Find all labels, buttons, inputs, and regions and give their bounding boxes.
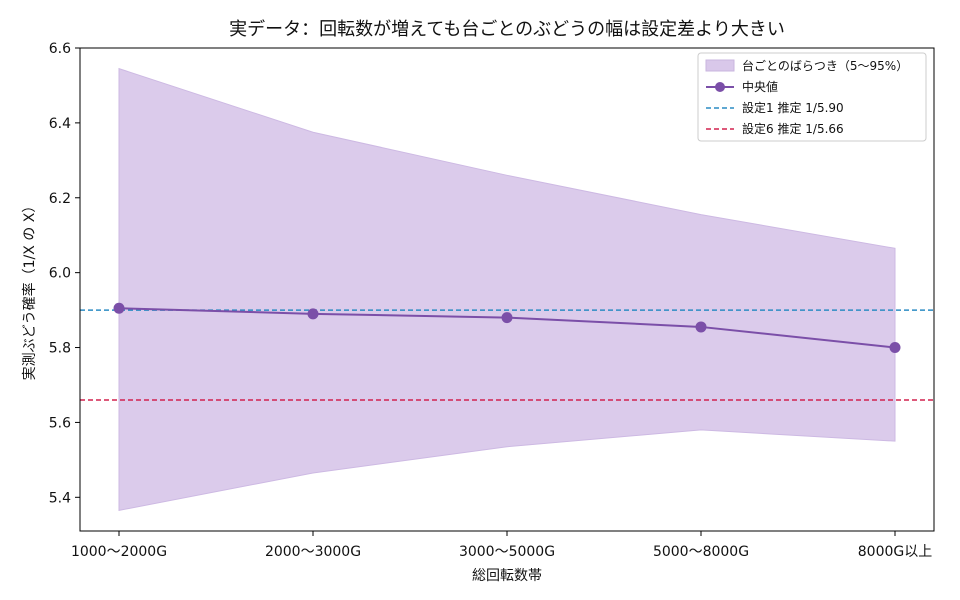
median-point-5 — [889, 342, 901, 354]
x-tick-label: 2000〜3000G — [265, 544, 361, 560]
legend-box — [697, 52, 927, 142]
chart-title: 実データ：回転数が増えても台ごとのぶどうの幅は設定差より大きい — [229, 19, 785, 40]
series-layer — [113, 302, 901, 354]
x-axis: 1000〜2000G 2000〜3000G 3000〜5000G 5000〜8000G… — [71, 531, 932, 560]
y-tick-label: 5.8 — [49, 341, 71, 357]
y-axis: 5.4 5.6 5.8 6.0 6.2 6.4 6.6 — [49, 41, 80, 506]
y-tick-label: 5.6 — [49, 415, 71, 431]
median-point-1 — [113, 302, 125, 314]
legend-setting6-label: 設定6 推定 1/5.66 — [742, 121, 844, 136]
median-point-2 — [307, 308, 319, 320]
x-axis-label: 総回転数帯 — [472, 568, 542, 584]
legend-setting1-label: 設定1 推定 1/5.90 — [742, 100, 844, 115]
x-tick-label: 5000〜8000G — [653, 544, 749, 560]
legend-median-marker — [715, 82, 725, 92]
y-tick-label: 6.4 — [49, 116, 71, 132]
y-axis-label: 実測ぶどう確率（1/X の X） — [21, 199, 38, 381]
median-point-3 — [501, 312, 513, 324]
legend-median-label: 中央値 — [742, 79, 778, 94]
y-tick-label: 6.6 — [49, 41, 71, 57]
x-tick-label: 3000〜5000G — [459, 544, 555, 560]
x-tick-label: 1000〜2000G — [71, 544, 167, 560]
median-point-4 — [695, 321, 707, 333]
legend-band-label: 台ごとのばらつき（5〜95%） — [742, 58, 908, 73]
legend: 台ごとのばらつき（5〜95%） 中央値 設定1 推定 1/5.90 設定6 推定… — [697, 52, 927, 142]
y-tick-label: 5.4 — [49, 490, 71, 506]
y-tick-label: 6.2 — [49, 191, 71, 207]
y-tick-label: 6.0 — [49, 266, 71, 282]
legend-band-swatch — [705, 59, 735, 72]
x-tick-label: 8000G以上 — [858, 544, 932, 560]
reference-lines — [80, 309, 934, 401]
